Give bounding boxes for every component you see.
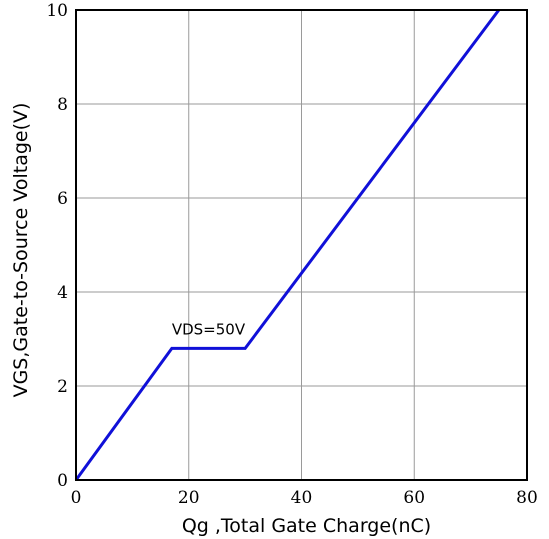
- series-line: [74, 9, 501, 481]
- y-tick-label: 4: [57, 283, 68, 303]
- series-lines: [74, 9, 501, 481]
- grid-lines: [75, 9, 528, 481]
- y-tick-label: 0: [57, 471, 68, 491]
- x-tick-label: 20: [178, 488, 200, 508]
- x-tick-labels: 0 20 40 60 80: [71, 488, 538, 508]
- y-tick-label: 8: [57, 95, 68, 115]
- y-tick-label: 6: [57, 189, 68, 209]
- plot-frame: [75, 9, 528, 481]
- y-tick-label: 10: [46, 1, 68, 21]
- y-axis-label: VGS,Gate-to-Source Voltage(V): [10, 103, 32, 398]
- x-tick-label: 0: [71, 488, 82, 508]
- x-tick-label: 40: [291, 488, 313, 508]
- x-tick-label: 60: [403, 488, 425, 508]
- annotations: VDS=50V: [172, 320, 246, 338]
- x-axis-label: Qg ,Total Gate Charge(nC): [182, 515, 431, 537]
- y-tick-label: 2: [57, 377, 68, 397]
- annotation-label: VDS=50V: [172, 320, 246, 338]
- x-tick-label: 80: [516, 488, 538, 508]
- y-tick-labels: 0 2 4 6 8 10: [46, 1, 68, 491]
